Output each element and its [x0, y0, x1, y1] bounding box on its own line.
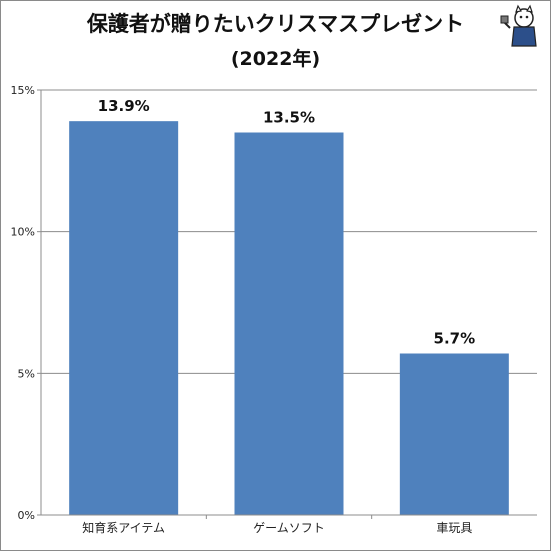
labels: 0% 5% 10% 15% 13.9% 知育系アイテム 13.5% ゲームソフト 5.7% 車玩具: [11, 84, 476, 535]
bar: [69, 121, 179, 516]
cat-mascot-icon: [500, 4, 537, 47]
y-tick-label: 0%: [18, 509, 35, 522]
y-tick-label: 5%: [18, 367, 35, 380]
chart-title: 保護者が贈りたいクリスマスプレゼント: [86, 12, 465, 36]
data-label: 13.9%: [98, 97, 150, 115]
axes: [37, 89, 537, 519]
x-tick-label: ゲームソフト: [253, 521, 325, 535]
data-label: 5.7%: [434, 330, 476, 348]
y-tick-label: 15%: [11, 84, 35, 97]
y-tick-label: 10%: [11, 226, 35, 239]
bar: [234, 132, 344, 515]
bars: [69, 121, 509, 516]
chart-subtitle: (2022年): [230, 48, 321, 70]
data-label: 13.5%: [263, 109, 315, 127]
x-tick-label: 知育系アイテム: [82, 520, 165, 535]
bar: [399, 353, 509, 515]
x-tick-label: 車玩具: [436, 521, 472, 535]
